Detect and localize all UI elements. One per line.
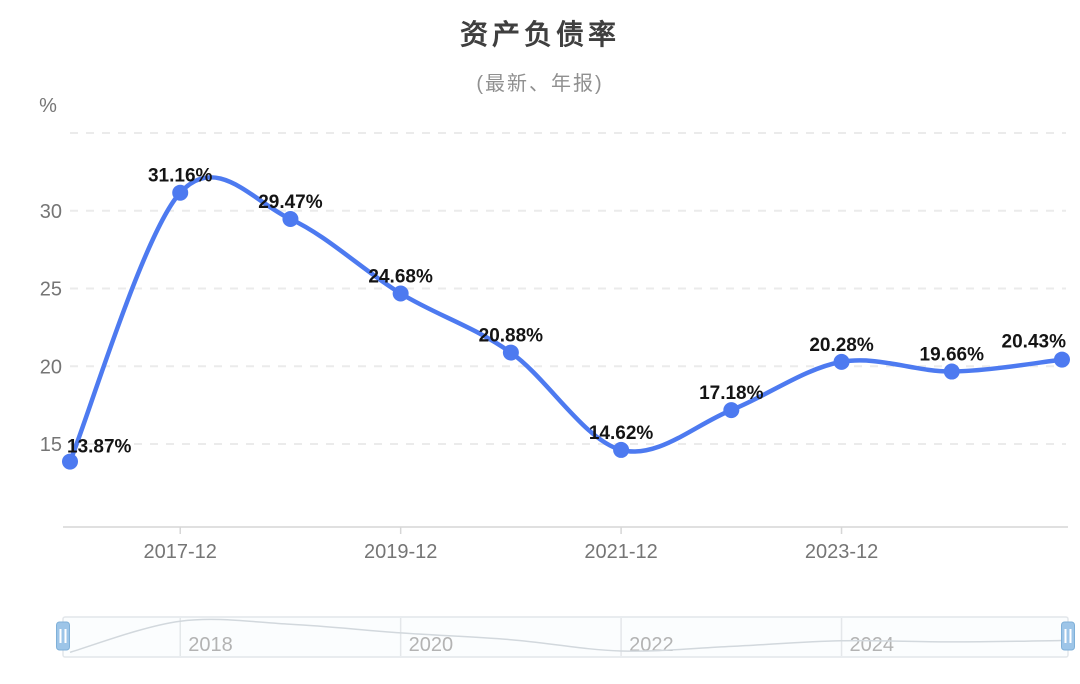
handle-grip-icon (59, 629, 62, 643)
slider-year-label: 2018 (188, 634, 233, 656)
data-point[interactable] (282, 210, 299, 227)
slider-year-label: 2020 (409, 634, 454, 656)
data-point-label: 31.16% (148, 166, 213, 187)
x-tick-label: 2021-12 (584, 541, 657, 563)
handle-grip-icon (1069, 629, 1072, 643)
data-point[interactable] (392, 285, 409, 302)
handle-grip-icon (1064, 629, 1067, 643)
y-tick-label: 30 (40, 201, 62, 223)
data-point[interactable] (1053, 351, 1070, 368)
data-point-label: 20.88% (479, 326, 544, 347)
y-axis-unit-label: % (39, 95, 57, 117)
data-point[interactable] (723, 402, 740, 419)
handle-grip-icon (64, 629, 67, 643)
slider-mini-line (69, 618, 1063, 654)
x-tick-label: 2019-12 (364, 541, 437, 563)
x-tick-label: 2023-12 (805, 541, 878, 563)
data-point-label: 29.47% (258, 192, 323, 213)
slider-right-handle[interactable] (1061, 621, 1075, 651)
slider-left-handle[interactable] (56, 621, 70, 651)
data-point[interactable] (833, 353, 850, 370)
data-point[interactable] (502, 344, 519, 361)
y-tick-label: 20 (40, 356, 62, 378)
y-tick-label: 15 (40, 434, 62, 456)
data-point[interactable] (943, 363, 960, 380)
data-point[interactable] (62, 453, 78, 470)
data-point-label: 24.68% (368, 266, 433, 287)
chart-subtitle: (最新、年报) (476, 73, 604, 95)
data-point[interactable] (613, 441, 630, 458)
data-point-label: 13.87% (67, 437, 132, 458)
slider-year-label: 2024 (850, 634, 895, 656)
series-line (67, 175, 1065, 464)
data-point-label: 20.28% (809, 335, 874, 356)
chart-title: 资产负债率 (459, 19, 620, 50)
x-tick-label: 2017-12 (144, 541, 217, 563)
data-point-label: 19.66% (920, 345, 985, 366)
data-point-label: 17.18% (699, 383, 764, 404)
slider-year-label: 2022 (629, 634, 674, 656)
data-point-label: 14.62% (589, 423, 654, 444)
data-point[interactable] (172, 184, 189, 201)
y-tick-label: 25 (40, 279, 62, 301)
data-point-label: 20.43% (1002, 332, 1067, 353)
